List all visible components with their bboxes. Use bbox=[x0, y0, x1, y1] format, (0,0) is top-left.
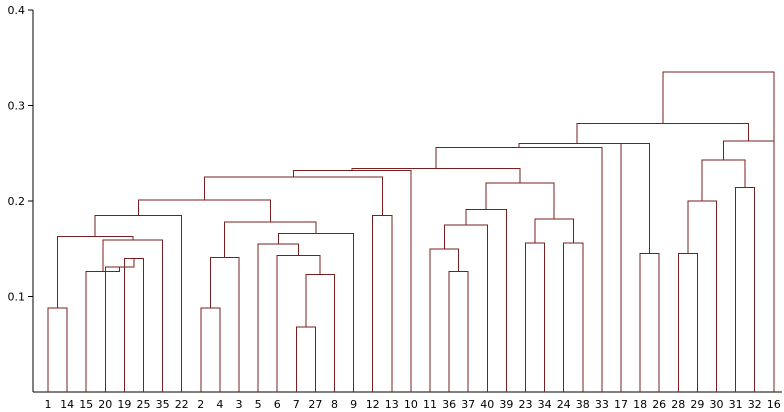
leaf-label: 33 bbox=[595, 398, 609, 411]
dendrogram-link bbox=[47, 307, 68, 392]
leaf-label: 16 bbox=[767, 398, 781, 411]
leaf-label: 28 bbox=[671, 398, 685, 411]
dendrogram-link bbox=[305, 274, 335, 392]
leaf-label: 34 bbox=[538, 398, 552, 411]
leaf-label: 20 bbox=[98, 398, 112, 411]
dendrogram-link bbox=[620, 143, 651, 392]
dendrogram-link bbox=[200, 307, 221, 392]
dendrogram-link bbox=[662, 71, 775, 392]
leaf-label: 14 bbox=[60, 398, 74, 411]
leaf-label: 29 bbox=[690, 398, 704, 411]
leaf-label: 37 bbox=[461, 398, 475, 411]
leaf-label: 6 bbox=[274, 398, 281, 411]
dendrogram-link bbox=[563, 242, 584, 392]
leaf-label: 22 bbox=[175, 398, 189, 411]
leaf-label: 23 bbox=[519, 398, 533, 411]
leaf-label: 7 bbox=[293, 398, 300, 411]
dendrogram-link bbox=[85, 266, 121, 392]
dendrogram-link bbox=[372, 214, 393, 392]
leaf-label: 32 bbox=[748, 398, 762, 411]
dendrogram-link bbox=[639, 253, 660, 392]
dendrogram-links bbox=[47, 71, 775, 392]
dendrogram-link bbox=[137, 199, 271, 223]
leaf-label: 40 bbox=[480, 398, 494, 411]
dendrogram-link bbox=[735, 187, 756, 392]
y-tick-label: 0.4 bbox=[8, 4, 26, 17]
leaf-label: 38 bbox=[576, 398, 590, 411]
leaf-label: 10 bbox=[404, 398, 418, 411]
dendrogram-link bbox=[435, 147, 603, 392]
leaf-label: 25 bbox=[137, 398, 151, 411]
dendrogram-link bbox=[429, 248, 460, 392]
leaf-label: 31 bbox=[729, 398, 743, 411]
leaf-label: 2 bbox=[197, 398, 204, 411]
leaf-labels: 1 14 15 20 19 25 35 22 2 4 3 5 6 7 27 8 9 12 13 10 11 36 37 40 3… bbox=[45, 398, 781, 411]
dendrogram-link bbox=[723, 140, 775, 392]
dendrogram-link bbox=[277, 232, 355, 392]
leaf-label: 19 bbox=[117, 398, 131, 411]
dendrogram-link bbox=[534, 218, 574, 244]
leaf-label: 27 bbox=[308, 398, 322, 411]
y-tick-label: 0.3 bbox=[8, 100, 26, 113]
leaf-label: 4 bbox=[216, 398, 223, 411]
leaf-label: 36 bbox=[442, 398, 456, 411]
leaf-label: 9 bbox=[350, 398, 357, 411]
dendrogram-link bbox=[687, 200, 717, 392]
leaf-label: 26 bbox=[652, 398, 666, 411]
y-tick-label: 0.2 bbox=[8, 195, 26, 208]
leaf-label: 39 bbox=[499, 398, 513, 411]
dendrogram-link bbox=[448, 271, 469, 392]
leaf-label: 12 bbox=[366, 398, 380, 411]
leaf-label: 15 bbox=[79, 398, 93, 411]
dendrogram-link bbox=[203, 176, 383, 216]
leaf-label: 11 bbox=[423, 398, 437, 411]
leaf-label: 30 bbox=[710, 398, 724, 411]
dendrogram-link bbox=[518, 143, 636, 148]
leaf-label: 35 bbox=[156, 398, 170, 411]
dendrogram-link bbox=[701, 159, 746, 201]
dendrogram-link bbox=[94, 214, 183, 392]
dendrogram-link bbox=[104, 258, 135, 392]
leaf-label: 8 bbox=[331, 398, 338, 411]
y-axis: 0.1 0.2 0.3 0.4 bbox=[8, 4, 782, 393]
dendrogram-link bbox=[292, 169, 412, 392]
leaf-label: 24 bbox=[557, 398, 571, 411]
leaf-label: 17 bbox=[614, 398, 628, 411]
dendrogram-link bbox=[576, 123, 750, 144]
leaf-label: 1 bbox=[45, 398, 52, 411]
leaf-label: 5 bbox=[255, 398, 262, 411]
dendrogram-link bbox=[257, 243, 300, 392]
dendrogram-link bbox=[677, 253, 698, 392]
dendrogram-link bbox=[485, 182, 555, 220]
leaf-label: 13 bbox=[385, 398, 399, 411]
dendrogram-link bbox=[276, 254, 321, 392]
y-tick-label: 0.1 bbox=[8, 291, 26, 304]
dendrogram-link bbox=[443, 224, 488, 392]
dendrogram-link bbox=[465, 209, 507, 392]
dendrogram-link bbox=[525, 242, 546, 392]
dendrogram-link bbox=[102, 239, 164, 392]
dendrogram-link bbox=[123, 257, 144, 392]
leaf-label: 18 bbox=[633, 398, 647, 411]
dendrogram-link bbox=[224, 221, 317, 258]
dendrogram-link bbox=[209, 256, 240, 392]
dendrogram-link bbox=[295, 326, 316, 392]
leaf-label: 3 bbox=[236, 398, 243, 411]
